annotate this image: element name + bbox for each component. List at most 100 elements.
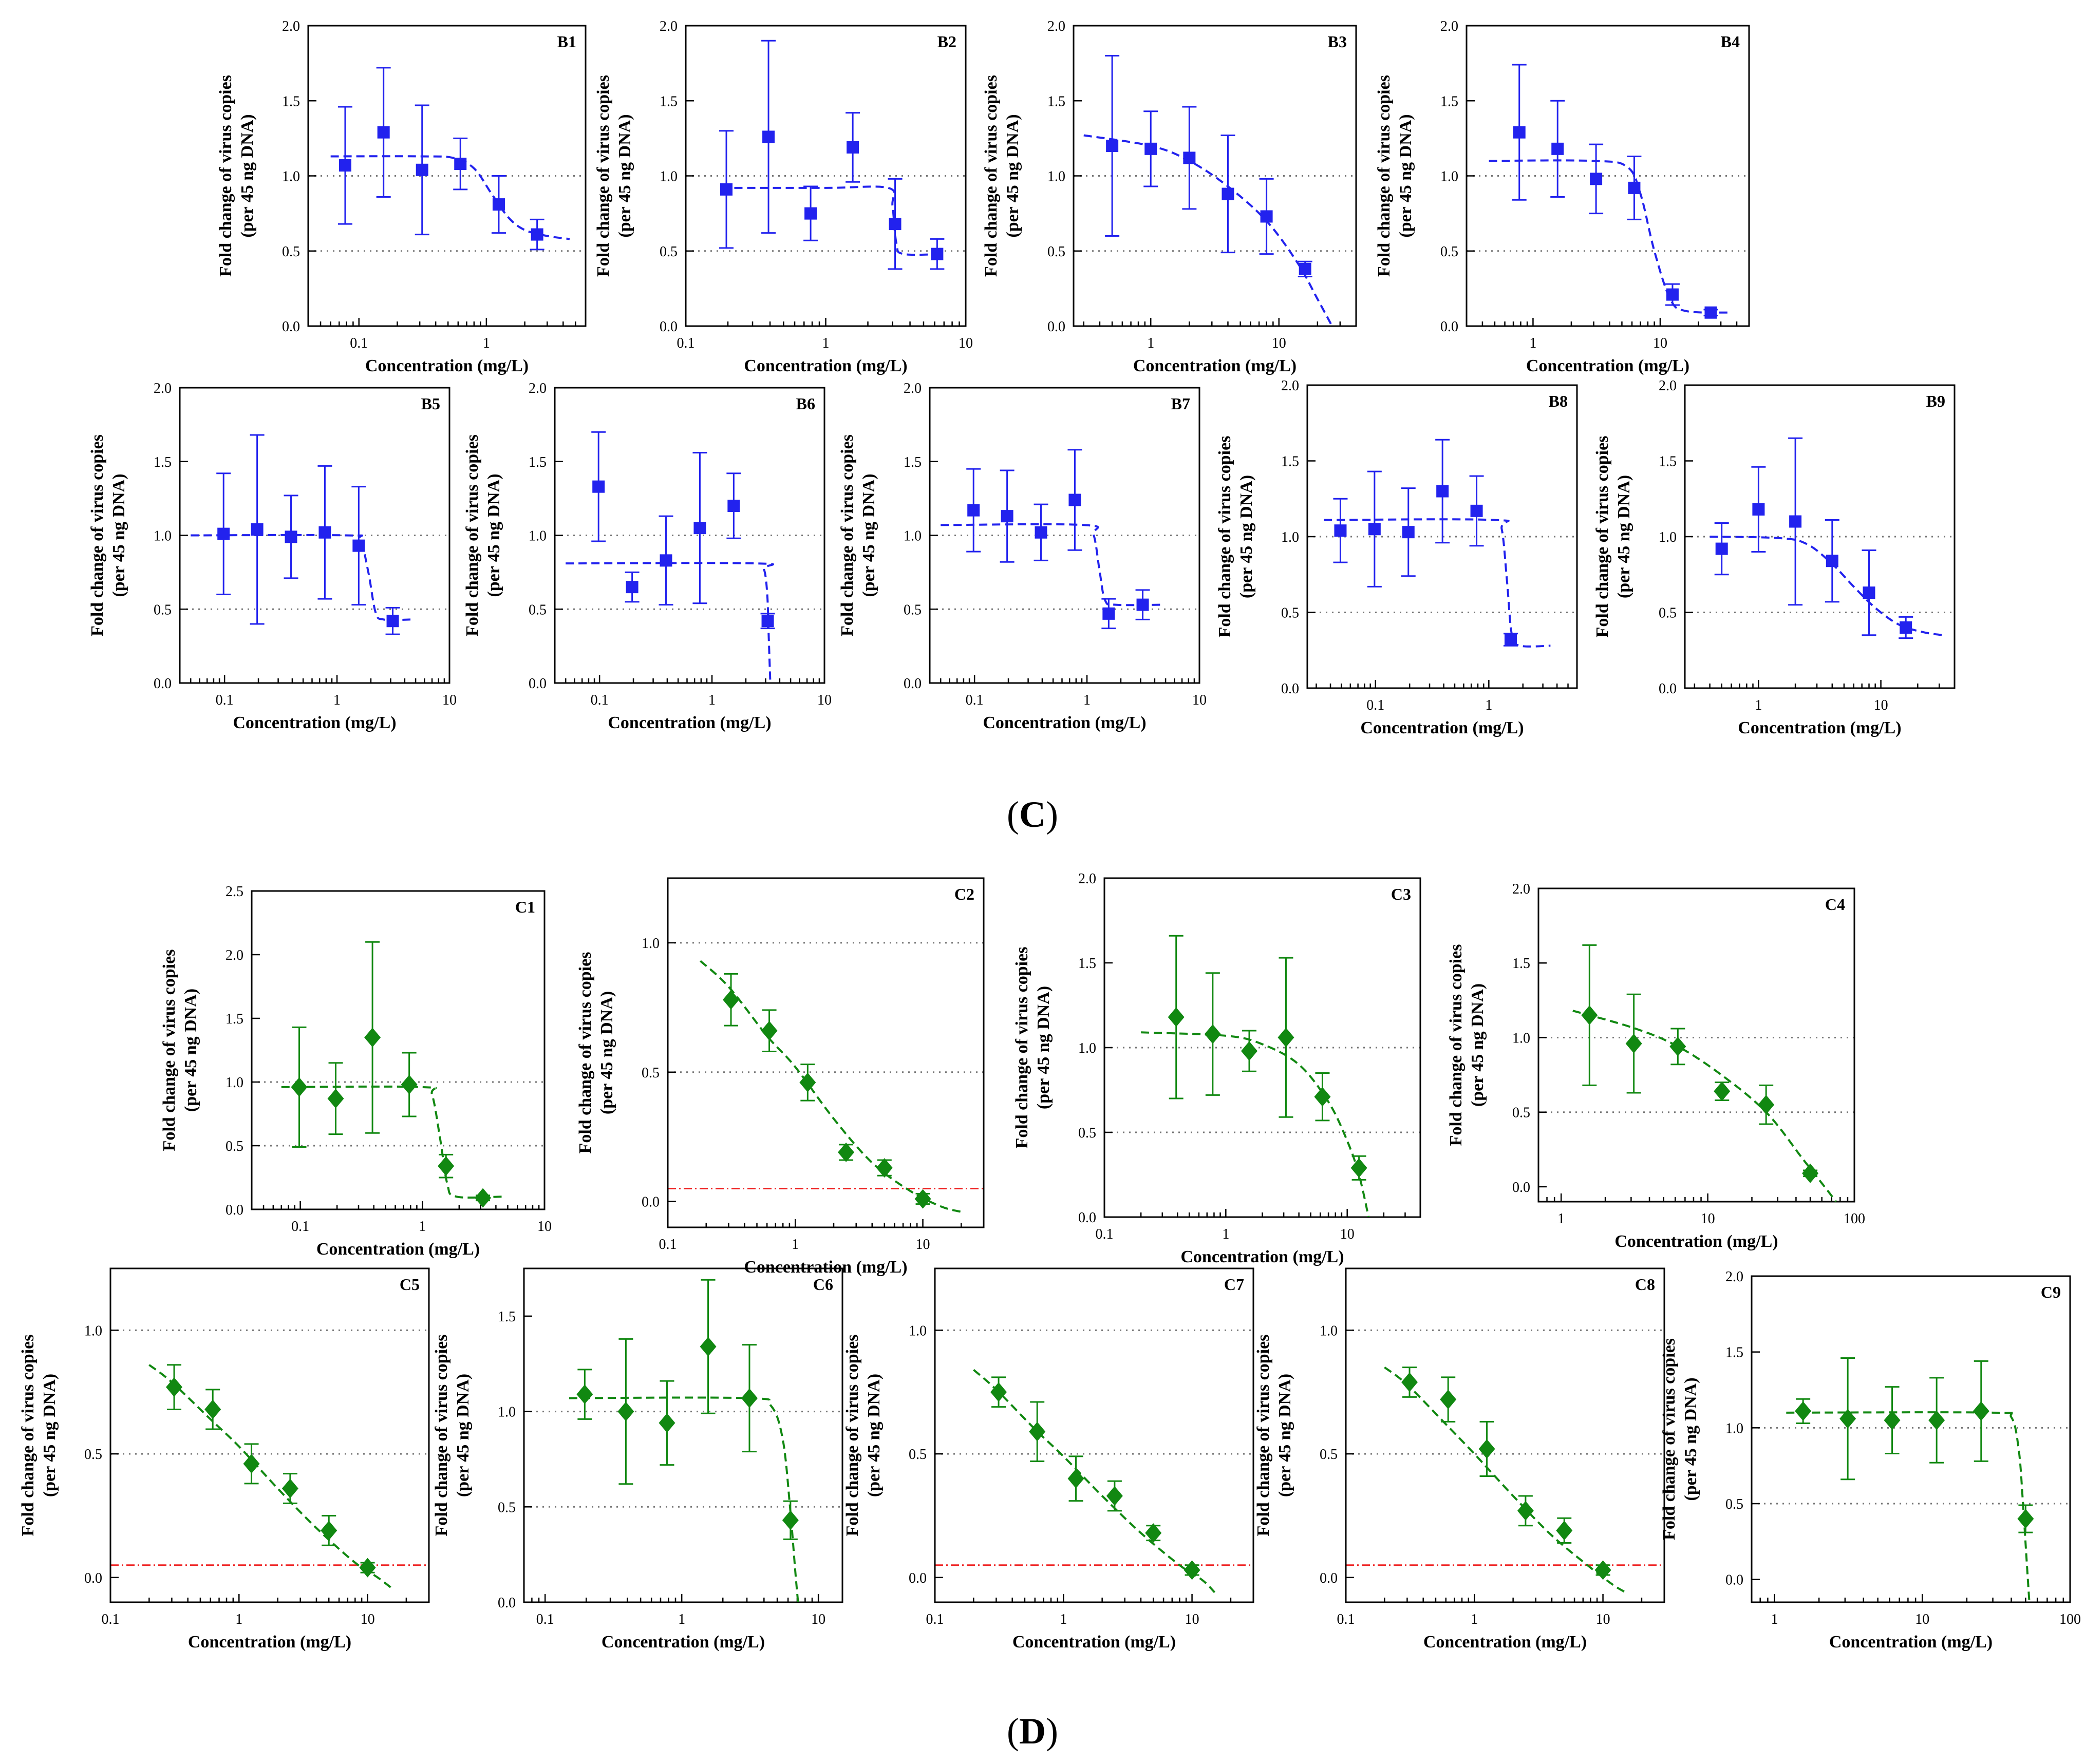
data-point-b9-3 <box>1826 555 1838 567</box>
chart-b6: 0.1 1 10 0.0 0.5 1.0 1.5 2.0 B6 Concentration (mg… <box>463 381 832 732</box>
fit-curve-c8 <box>1384 1366 1626 1594</box>
fit-curve-b1 <box>330 155 570 240</box>
y-tick-label-c5: 1.0 <box>84 1323 102 1339</box>
y-axis-label-b2: Fold change of virus copies <box>594 75 613 277</box>
data-point-c9-0 <box>1795 1401 1812 1421</box>
chart-c7: 0.1 1 10 0.0 0.5 1.0 C7 Concentration (mg/L) Fol… <box>843 1267 1254 1652</box>
y-tick-label-c9: 1.0 <box>1725 1420 1743 1436</box>
x-tick-label-b7: 0.1 <box>966 692 984 708</box>
data-point-b3-4 <box>1260 210 1273 223</box>
fit-curve-b6 <box>566 562 774 683</box>
x-tick-label-b2: 10 <box>959 335 973 351</box>
y-tick-label-c4: 2.0 <box>1512 881 1530 897</box>
y-tick-label-c3: 1.5 <box>1078 956 1096 972</box>
data-point-b7-4 <box>1102 607 1115 620</box>
y-tick-label-c7: 0.5 <box>909 1447 927 1463</box>
data-point-b6-1 <box>626 581 638 594</box>
y-axis-label-b6: (per 45 ng DNA) <box>484 473 503 597</box>
x-tick-label-b8: 0.1 <box>1366 697 1384 713</box>
y-tick-label-b8: 0.0 <box>1281 681 1299 697</box>
x-axis-label-b7: Concentration (mg/L) <box>983 713 1146 732</box>
panel-title-b3: B3 <box>1328 32 1347 51</box>
plot-frame-c5 <box>109 1267 430 1603</box>
y-tick-label-c3: 1.0 <box>1078 1040 1096 1056</box>
data-point-c4-3 <box>1714 1082 1731 1102</box>
data-point-c6-0 <box>576 1384 593 1405</box>
x-axis-label-c4: Concentration (mg/L) <box>1614 1232 1778 1251</box>
data-point-c5-5 <box>359 1558 376 1578</box>
x-tick-label-c1: 10 <box>537 1219 552 1235</box>
data-point-c5-3 <box>281 1478 298 1499</box>
x-tick-label-c1: 1 <box>419 1219 426 1235</box>
data-point-c5-0 <box>166 1377 183 1397</box>
data-point-c1-0 <box>291 1077 308 1097</box>
chart-b8: 0.1 1 0.0 0.5 1.0 1.5 2.0 B8 Concentration (mg/L… <box>1215 378 1578 737</box>
plot-frame-c9 <box>1751 1275 2071 1603</box>
y-tick-label-b1: 0.5 <box>282 244 300 260</box>
y-tick-label-c4: 0.5 <box>1512 1105 1530 1121</box>
y-tick-label-c9: 0.5 <box>1725 1496 1743 1512</box>
x-tick-label-c8: 0.1 <box>1337 1611 1355 1627</box>
data-point-b6-3 <box>693 522 706 535</box>
y-tick-label-c3: 0.5 <box>1078 1125 1096 1141</box>
data-point-c8-3 <box>1517 1501 1534 1521</box>
y-axis-label-c9: Fold change of virus copies <box>1660 1338 1679 1540</box>
x-tick-label-c5: 1 <box>235 1611 242 1627</box>
panel-title-b1: B1 <box>557 32 576 51</box>
x-tick-label-b1: 1 <box>483 335 490 351</box>
fit-curve-b3 <box>1083 134 1333 326</box>
data-point-c9-2 <box>1884 1410 1901 1430</box>
y-axis-label-b5: Fold change of virus copies <box>88 434 107 636</box>
data-point-c3-5 <box>1350 1158 1367 1178</box>
data-point-c7-3 <box>1106 1486 1123 1506</box>
data-point-b1-5 <box>531 228 543 241</box>
chart-c8: 0.1 1 10 0.0 0.5 1.0 C8 Concentration (mg/L) Fol… <box>1254 1267 1665 1652</box>
y-tick-label-b4: 0.5 <box>1440 244 1458 260</box>
y-axis-label-c2: (per 45 ng DNA) <box>597 991 616 1114</box>
panel-title-c3: C3 <box>1391 885 1411 903</box>
data-point-b5-3 <box>318 526 331 539</box>
data-point-b3-1 <box>1144 142 1157 155</box>
x-tick-label-c4: 100 <box>1844 1211 1865 1227</box>
data-point-b2-0 <box>720 183 733 196</box>
x-axis-label-b6: Concentration (mg/L) <box>608 713 771 732</box>
caption-d-close: ) <box>1045 1711 1058 1752</box>
x-tick-label-c5: 10 <box>361 1611 375 1627</box>
x-tick-label-c2: 1 <box>792 1237 799 1253</box>
y-tick-label-b6: 1.0 <box>529 528 547 544</box>
y-tick-label-c5: 0.0 <box>84 1570 102 1586</box>
data-point-b8-4 <box>1470 504 1483 517</box>
y-tick-label-b1: 2.0 <box>282 18 300 34</box>
x-tick-label-b6: 0.1 <box>591 692 609 708</box>
y-tick-label-b3: 0.5 <box>1047 244 1065 260</box>
data-point-c3-4 <box>1314 1087 1331 1107</box>
y-axis-label-b9: (per 45 ng DNA) <box>1614 475 1633 598</box>
data-point-c8-4 <box>1556 1521 1573 1541</box>
data-point-b8-3 <box>1436 485 1449 498</box>
data-point-b1-1 <box>377 126 390 139</box>
data-point-b3-5 <box>1299 262 1311 275</box>
panel-title-c5: C5 <box>400 1275 420 1294</box>
x-tick-label-b3: 10 <box>1272 335 1286 351</box>
panel-title-c7: C7 <box>1224 1275 1244 1294</box>
y-tick-label-c2: 0.5 <box>642 1065 660 1081</box>
data-point-b1-3 <box>454 158 467 170</box>
data-point-c2-5 <box>914 1189 931 1209</box>
data-point-c6-3 <box>700 1337 717 1357</box>
y-tick-label-b1: 1.0 <box>282 169 300 185</box>
chart-b7: 0.1 1 10 0.0 0.5 1.0 1.5 2.0 B7 Concentration (mg… <box>838 381 1207 732</box>
y-tick-label-b7: 0.0 <box>904 676 922 692</box>
panel-title-b8: B8 <box>1549 392 1568 410</box>
x-axis-label-c9: Concentration (mg/L) <box>1829 1633 1993 1652</box>
y-tick-label-c6: 1.5 <box>498 1309 516 1325</box>
fit-curve-c7 <box>973 1369 1216 1594</box>
y-tick-label-b2: 1.5 <box>660 93 678 109</box>
data-point-b9-4 <box>1863 586 1875 599</box>
data-point-c2-2 <box>799 1072 816 1092</box>
data-point-b3-3 <box>1222 187 1234 200</box>
data-point-b1-2 <box>416 163 428 176</box>
caption-c-letter: C <box>1019 794 1046 835</box>
y-axis-label-c6: (per 45 ng DNA) <box>454 1374 473 1497</box>
data-point-c3-1 <box>1204 1024 1221 1044</box>
y-tick-label-b4: 1.5 <box>1440 93 1458 109</box>
